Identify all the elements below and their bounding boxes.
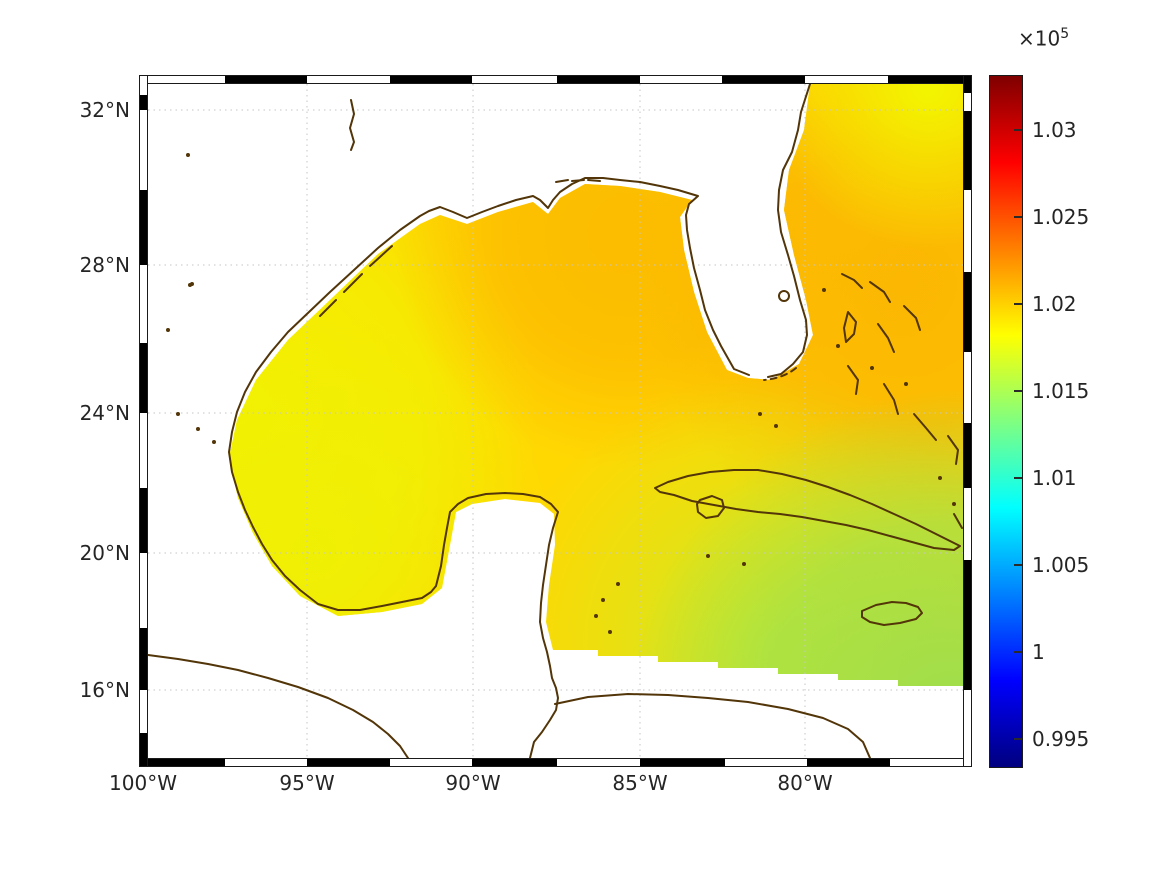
map-frame-segment-left	[139, 110, 148, 190]
map-frame-segment-right	[963, 111, 972, 190]
map-frame-segment-left	[139, 75, 148, 95]
map-plot	[148, 84, 963, 758]
coastline-honduras	[554, 693, 871, 758]
map-frame-segment-top	[390, 75, 472, 84]
map-frame-segment-left	[139, 733, 148, 767]
map-frame-segment-right	[963, 93, 972, 111]
map-frame-segment-top	[557, 75, 640, 84]
map-frame-segment-top	[307, 75, 390, 84]
map-frame-segment-bottom	[557, 758, 640, 767]
small-islets	[166, 153, 956, 634]
colorbar-tick-mark	[1014, 477, 1022, 479]
lake-okeechobee	[778, 290, 790, 302]
map-frame-segment-left	[139, 190, 148, 265]
pressure-field	[229, 84, 963, 686]
map-frame-segment-bottom	[225, 758, 307, 767]
map-frame-segment-bottom	[472, 758, 557, 767]
map-frame-segment-top	[640, 75, 722, 84]
colorbar	[989, 75, 1023, 768]
coastline-pacific-mexico	[148, 654, 409, 758]
colorbar-tick-mark	[1014, 303, 1022, 305]
colorbar-tick-mark	[1014, 738, 1022, 740]
x-axis-tick-label: 85°W	[612, 771, 668, 795]
colorbar-tick-label: 1.01	[1032, 466, 1077, 490]
map-frame-segment-bottom	[725, 758, 807, 767]
x-axis-tick-label: 95°W	[279, 771, 335, 795]
map-frame-segment-bottom	[807, 758, 890, 767]
map-frame-segment-left	[139, 553, 148, 628]
x-axis-tick-label: 80°W	[777, 771, 833, 795]
colorbar-tick-label: 1.015	[1032, 379, 1090, 403]
colorbar-tick-mark	[1014, 564, 1022, 566]
map-frame-segment-top	[805, 75, 888, 84]
colorbar-tick-label: 1.025	[1032, 205, 1090, 229]
y-axis-tick-label: 16°N	[79, 678, 130, 702]
map-frame-segment-right	[963, 272, 972, 352]
map-frame-segment-left	[139, 488, 148, 553]
map-frame-segment-right	[963, 423, 972, 488]
map-frame-segment-top	[472, 75, 557, 84]
colorbar-tick-label: 1.03	[1032, 118, 1077, 142]
map-frame-segment-left	[139, 95, 148, 110]
coastline-jamaica	[861, 601, 923, 626]
map-frame-segment-left	[139, 690, 148, 733]
map-frame-segment-top	[225, 75, 307, 84]
colorbar-tick-label: 0.995	[1032, 727, 1090, 751]
map-frame-segment-bottom	[139, 758, 225, 767]
y-axis-tick-label: 24°N	[79, 401, 130, 425]
map-frame-segment-left	[139, 265, 148, 343]
colorbar-tick-mark	[1014, 390, 1022, 392]
map-frame-segment-top	[722, 75, 805, 84]
map-frame-segment-left	[139, 628, 148, 690]
y-axis-tick-label: 20°N	[79, 541, 130, 565]
colorbar-tick-label: 1.02	[1032, 292, 1077, 316]
map-frame-segment-bottom	[890, 758, 972, 767]
coastline-us-gulf-mexico	[228, 84, 811, 758]
colorbar-tick-mark	[1014, 651, 1022, 653]
map-frame-segment-right	[963, 690, 972, 767]
colorbar-tick-label: 1	[1032, 640, 1045, 664]
map-frame-segment-top	[139, 75, 225, 84]
coastline-bahamas	[841, 273, 963, 529]
map-frame-segment-right	[963, 560, 972, 690]
map-frame-segment-bottom	[390, 758, 472, 767]
map-frame-segment-left	[139, 343, 148, 413]
barrier-islands	[319, 99, 601, 317]
x-axis-tick-label: 100°W	[109, 771, 177, 795]
map-frame-segment-bottom	[307, 758, 390, 767]
colorbar-tick-mark	[1014, 129, 1022, 131]
coastlines	[148, 84, 963, 758]
colorbar-exponent-label: ×105	[1018, 26, 1070, 51]
x-axis-tick-label: 90°W	[445, 771, 501, 795]
map-frame-segment-right	[963, 190, 972, 272]
coastline-isla-juventud	[696, 495, 725, 519]
colorbar-tick-label: 1.005	[1032, 553, 1090, 577]
map-frame-segment-bottom	[640, 758, 725, 767]
y-axis-tick-label: 32°N	[79, 98, 130, 122]
colorbar-tick-mark	[1014, 216, 1022, 218]
coastline-florida-keys	[763, 367, 797, 381]
map-frame-segment-right	[963, 488, 972, 560]
map-frame-segment-left	[139, 413, 148, 488]
map-frame-segment-right	[963, 352, 972, 423]
map-frame-segment-top	[888, 75, 972, 84]
map-frame-segment-right	[963, 75, 972, 93]
coastline-cuba	[654, 469, 961, 551]
y-axis-tick-label: 28°N	[79, 253, 130, 277]
